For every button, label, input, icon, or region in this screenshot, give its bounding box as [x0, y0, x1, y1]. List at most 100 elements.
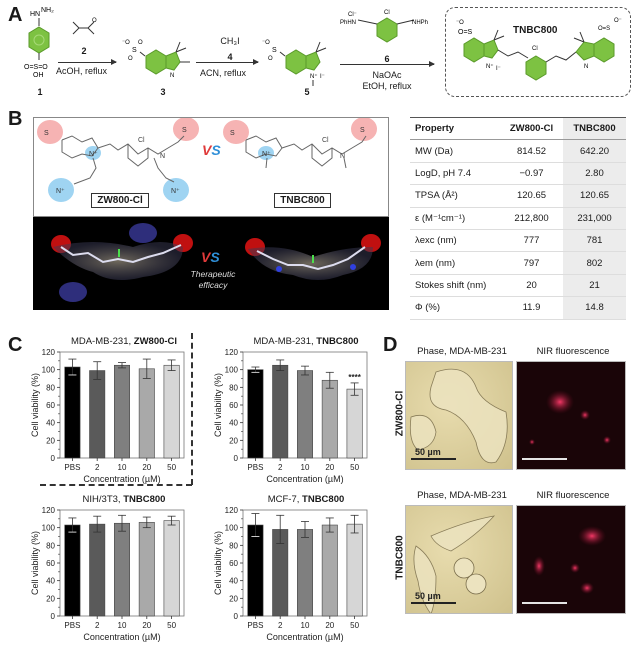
compound-3-number: 3: [160, 87, 166, 97]
svg-text:80: 80: [46, 383, 55, 392]
svg-text:PBS: PBS: [247, 621, 263, 630]
step2-conditions: ACN, reflux: [200, 68, 247, 78]
bar-chart-mcf7-tnbc800: 0 20 40 60 80 100 120 PBS 2 10 20 50 Concentration (…: [213, 506, 368, 642]
product-name: TNBC800: [513, 25, 558, 36]
scalebar-nir-1: [522, 458, 567, 460]
bar-chart-mda-zw800: 0 20 40 60 80 100 120 PBS 2 10 20 50 Concentration (…: [30, 348, 185, 484]
svg-text:20: 20: [142, 621, 151, 630]
svg-text:10: 10: [118, 463, 127, 472]
svg-text:120: 120: [42, 506, 56, 515]
svg-text:O: O: [128, 56, 133, 62]
svg-text:Cl: Cl: [532, 46, 538, 52]
compound-1-structure: HN NH₂ O=S=O OH: [24, 7, 54, 79]
svg-text:10: 10: [301, 463, 310, 472]
svg-text:100: 100: [225, 366, 239, 375]
svg-text:N⁺: N⁺: [262, 151, 271, 158]
nir-image-zw800: [516, 361, 626, 470]
svg-text:120: 120: [42, 348, 56, 357]
svg-text:Cl⁻: Cl⁻: [348, 12, 357, 18]
svg-text:O=S=O: O=S=O: [24, 64, 48, 71]
reaction-arrow-2: [196, 59, 259, 65]
svg-text:O: O: [92, 18, 97, 24]
phase-image-zw800: 50 µm: [405, 361, 513, 470]
zw800-value: 797: [500, 251, 563, 275]
svg-text:50: 50: [167, 621, 176, 630]
svg-text:40: 40: [229, 419, 238, 428]
svg-text:N⁺: N⁺: [89, 151, 98, 158]
svg-text:S: S: [44, 130, 49, 137]
property-label: ε (M⁻¹cm⁻¹): [410, 207, 500, 230]
svg-text:S: S: [132, 47, 137, 54]
row-label-tnbc800: TNBC800: [394, 535, 406, 580]
table-row: Φ (%) 11.9 14.8: [410, 296, 626, 320]
svg-text:20: 20: [325, 621, 334, 630]
tnbc800-structure: ⁻O O=S N⁺ I⁻ Cl N O=S O⁻: [456, 18, 622, 81]
compound-5-number: 5: [304, 87, 310, 97]
svg-text:40: 40: [46, 577, 55, 586]
svg-text:2: 2: [95, 463, 100, 472]
tnbc800-value: 231,000: [563, 207, 626, 230]
svg-text:N: N: [340, 153, 345, 160]
header-tnbc800: TNBC800: [563, 117, 626, 141]
col-title-nir-1: NIR fluorescence: [536, 346, 610, 357]
caption-line2: efficacy: [198, 280, 228, 290]
step1-conditions: AcOH, reflux: [56, 66, 108, 76]
properties-table: Property ZW800-Cl TNBC800 MW (Da) 814.52 6…: [410, 117, 626, 320]
header-property: Property: [410, 117, 500, 141]
svg-text:2: 2: [95, 621, 100, 630]
compound-4-number: 4: [227, 52, 233, 62]
svg-text:S: S: [272, 47, 277, 54]
svg-text:0: 0: [234, 612, 239, 621]
svg-text:50: 50: [167, 463, 176, 472]
svg-text:⁻O: ⁻O: [262, 40, 270, 46]
svg-text:O=S: O=S: [458, 29, 473, 36]
property-label: TPSA (Å²): [410, 184, 500, 208]
vs-icon-bottom: VS: [201, 249, 220, 265]
svg-text:N⁺: N⁺: [56, 188, 65, 195]
svg-text:N: N: [160, 153, 165, 160]
compound-6-structure: Cl⁻ PhHN Cl NHPh: [340, 10, 428, 43]
svg-text:0: 0: [51, 454, 56, 463]
col-title-phase-1: Phase, MDA-MB-231: [417, 346, 507, 357]
svg-text:NHPh: NHPh: [412, 20, 428, 26]
svg-text:O⁻: O⁻: [614, 18, 622, 24]
compound-5-structure: ⁻O S O N⁺ I⁻: [262, 40, 327, 86]
zw800-value: 814.52: [500, 139, 563, 163]
chart4-title: MCF-7, TNBC800: [267, 494, 345, 505]
table-row: ε (M⁻¹cm⁻¹) 212,800 231,000: [410, 207, 626, 230]
table-row: λexc (nm) 777 781: [410, 229, 626, 253]
tnbc800-value: 802: [563, 251, 626, 275]
zw800-value: 120.65: [500, 184, 563, 208]
svg-text:0: 0: [51, 612, 56, 621]
tnbc800-name-box: TNBC800: [274, 193, 331, 208]
scalebar-phase-1: [411, 458, 456, 460]
svg-text:Concentration (µM): Concentration (µM): [266, 474, 343, 484]
svg-text:Concentration (µM): Concentration (µM): [83, 474, 160, 484]
scalebar-label-1: 50 µm: [415, 447, 441, 457]
bar-chart-mda-tnbc800: 0 20 40 60 80 100 120 PBS 2 10 20 50 **** Concentrati…: [213, 348, 368, 484]
structures-svg: Cl N⁺ N N⁺ N⁺ S S Cl N⁺ N S S: [37, 118, 377, 202]
svg-text:Concentration (µM): Concentration (µM): [83, 632, 160, 642]
scalebar-phase-2: [411, 602, 456, 604]
svg-text:100: 100: [225, 524, 239, 533]
panel-letter-b: B: [8, 108, 23, 130]
svg-text:****: ****: [348, 373, 361, 382]
scalebar-label-2: 50 µm: [415, 591, 441, 601]
chart2-title: MDA-MB-231, TNBC800: [253, 336, 359, 347]
svg-text:N⁺: N⁺: [486, 63, 494, 70]
reagent-ch3i: CH₃I: [220, 36, 240, 46]
tnbc800-value: 642.20: [563, 139, 626, 163]
svg-text:N⁺: N⁺: [171, 188, 180, 195]
structure-comparison-box: Cl N⁺ N N⁺ N⁺ S S Cl N⁺ N S S VS ZW800-C…: [33, 117, 389, 217]
fluorescence-signal: [533, 526, 606, 594]
svg-text:N⁺: N⁺: [310, 73, 318, 80]
property-label: LogD, pH 7.4: [410, 162, 500, 186]
row-label-zw800: ZW800-Cl: [394, 390, 406, 437]
svg-text:2: 2: [278, 463, 283, 472]
svg-text:I⁻: I⁻: [496, 66, 501, 72]
tnbc800-value: 781: [563, 229, 626, 253]
svg-text:Cl: Cl: [138, 137, 145, 144]
svg-text:PBS: PBS: [247, 463, 263, 472]
svg-text:S: S: [360, 127, 365, 134]
svg-text:0: 0: [234, 454, 239, 463]
